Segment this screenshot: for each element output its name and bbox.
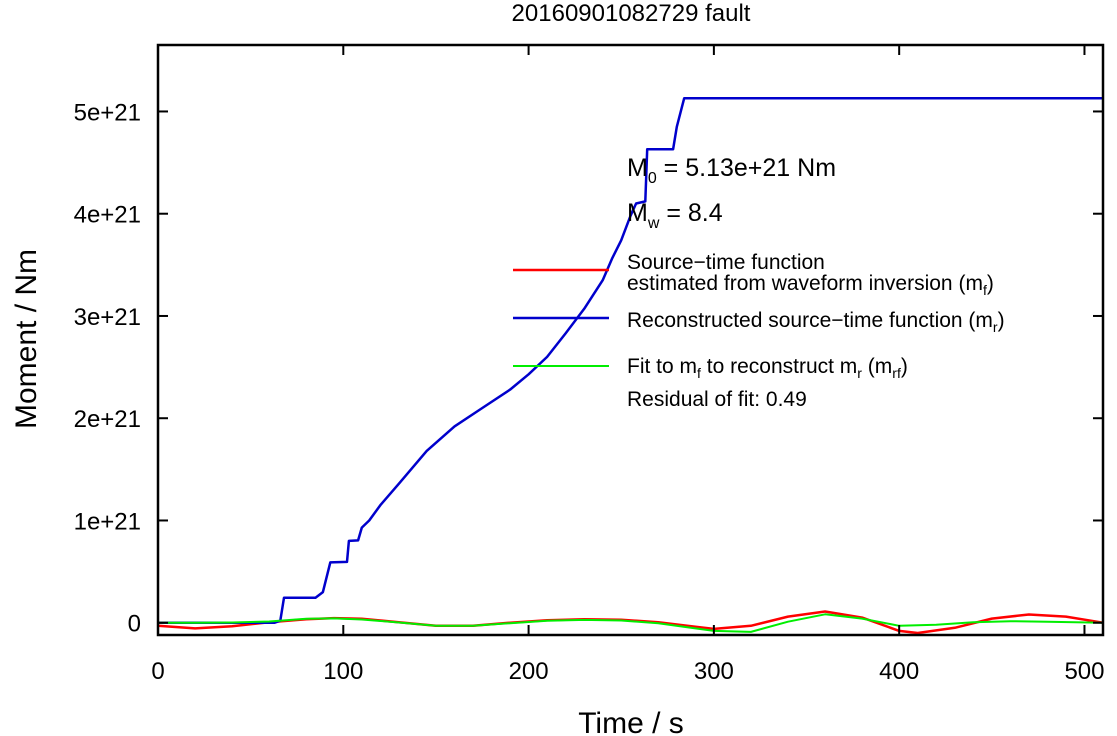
x-tick-label: 300	[694, 658, 734, 685]
m0-base: M	[627, 154, 648, 182]
legend: Source−time function estimated from wave…	[513, 251, 1005, 411]
svg-text:Mw = 8.4: Mw = 8.4	[627, 199, 723, 232]
y-tick-label: 1e+21	[74, 508, 141, 535]
axis-layer: 0 100 200 300 400 500 0 1e+21 2e+21 3e+21 4e+21 5e+…	[74, 45, 1104, 685]
svg-text:M0 = 5.13e+21 Nm: M0 = 5.13e+21 Nm	[627, 154, 836, 187]
x-tick-label: 0	[151, 658, 164, 685]
x-tick-label: 100	[323, 658, 363, 685]
x-tick-label: 400	[879, 658, 919, 685]
m0-text: = 5.13e+21 Nm	[657, 154, 836, 182]
plot-frame	[156, 43, 1105, 637]
chart-title: 20160901082729 fault	[512, 0, 751, 27]
x-tick-label: 500	[1064, 658, 1104, 685]
mw-base: M	[627, 199, 648, 227]
y-axis-label: Moment / Nm	[10, 249, 43, 429]
legend-label-red-line2: estimated from waveform inversion (mf)	[627, 272, 994, 298]
series-line-3	[158, 613, 1104, 633]
x-tick-label: 200	[509, 658, 549, 685]
series-line-2	[158, 96, 1103, 624]
mw-sub: w	[647, 215, 660, 232]
y-tick-label: 0	[128, 611, 141, 638]
mw-text: = 8.4	[659, 199, 722, 227]
legend-label-green: Fit to mf to reconstruct mr (mrf)	[627, 355, 908, 381]
y-tick-label: 3e+21	[74, 304, 141, 331]
legend-label-red-line1: Source−time function	[627, 251, 825, 274]
residual-label: Residual of fit: 0.49	[627, 388, 807, 411]
series-layer	[157, 96, 1104, 635]
y-tick-label: 5e+21	[74, 99, 141, 126]
legend-label-blue: Reconstructed source−time function (mr)	[627, 309, 1005, 335]
m0-sub: 0	[648, 170, 657, 187]
y-tick-label: 4e+21	[74, 202, 141, 229]
mw-annotation: Mw = 8.4	[627, 199, 723, 232]
m0-annotation: M0 = 5.13e+21 Nm	[627, 154, 836, 187]
x-axis-label: Time / s	[578, 707, 684, 736]
y-tick-label: 2e+21	[74, 406, 141, 433]
